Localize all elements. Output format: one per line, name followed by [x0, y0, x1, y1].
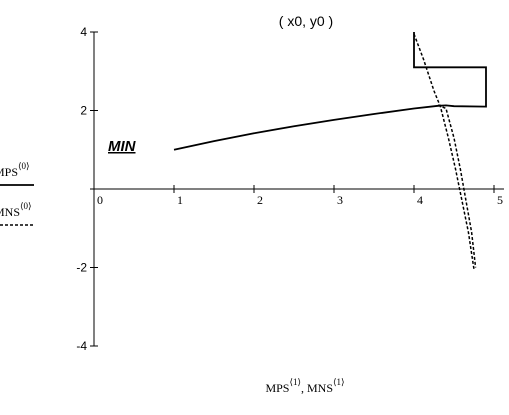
x-label-mps-text: MPS [265, 381, 289, 395]
x-tick-label: 2 [257, 193, 263, 207]
x-tick-label: 0 [97, 193, 103, 207]
y-label-mps-text: MPS [0, 165, 18, 179]
y-tick-label: 4 [80, 25, 87, 39]
min-annotation: MIN [108, 138, 137, 155]
x-tick-label: 1 [177, 193, 183, 207]
x-axis-label: MPS⟨1⟩, MNS⟨1⟩ [265, 377, 344, 395]
y-label-mns-text: MNS [0, 205, 20, 219]
chart-title: ( x0, y0 ) [279, 13, 333, 29]
y-label-mns-sup: ⟨0⟩ [20, 201, 32, 211]
x-label-separator: , [301, 381, 307, 395]
ticks: 0 1 2 3 4 5 4 2 -2 -4 [76, 25, 503, 353]
axes [90, 32, 504, 346]
y-tick-label: 2 [80, 104, 87, 118]
series-line-mns-branch [437, 104, 477, 268]
y-label-mns: MNS⟨0⟩ [0, 201, 32, 219]
series [173, 32, 487, 270]
x-tick-label: 3 [337, 193, 343, 207]
x-label-mps-sup: ⟨1⟩ [289, 377, 301, 387]
series-line-mns [413, 33, 475, 270]
x-tick-label: 4 [417, 193, 423, 207]
x-tick-label: 5 [497, 193, 503, 207]
series-line-mps [173, 32, 487, 151]
x-label-mns-text: MNS [307, 381, 333, 395]
y-label-mps: MPS⟨0⟩ [0, 161, 30, 179]
y-tick-label: -4 [76, 339, 87, 353]
y-tick-label: -2 [76, 261, 87, 275]
y-label-mps-sup: ⟨0⟩ [18, 161, 30, 171]
x-label-mns-sup: ⟨1⟩ [333, 377, 345, 387]
